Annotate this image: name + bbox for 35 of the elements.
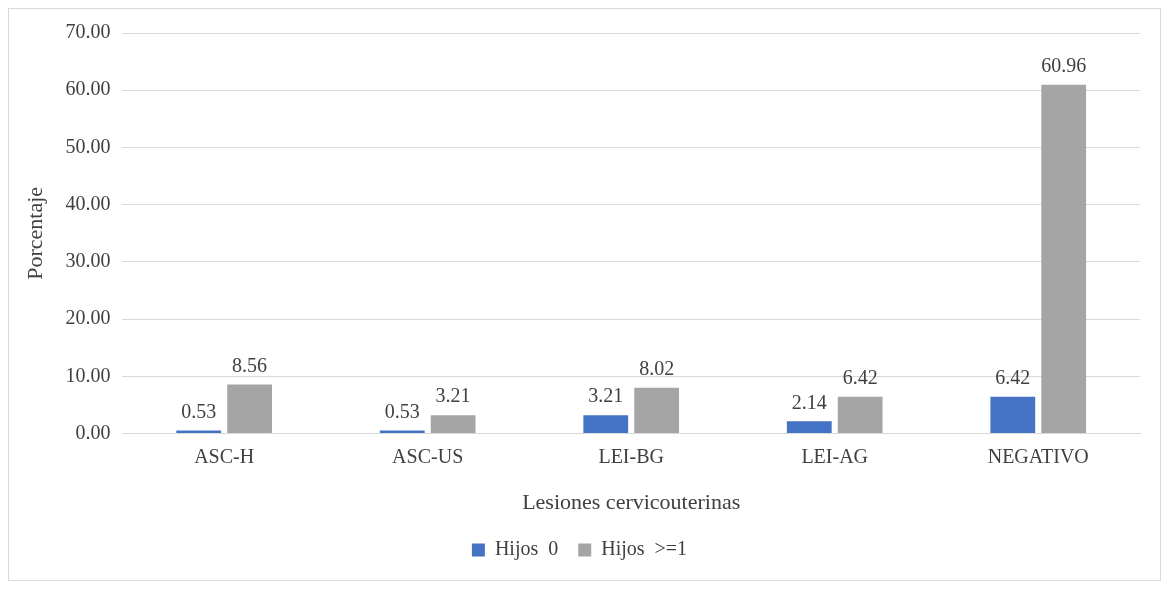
data-label: 3.21 <box>435 384 471 407</box>
data-label: 0.53 <box>384 399 420 422</box>
data-label: 2.14 <box>791 390 827 413</box>
legend-label: Hijos 0 <box>494 537 559 561</box>
bar <box>786 421 832 434</box>
bar <box>1041 84 1087 434</box>
y-tick-label: 60.00 <box>65 77 111 100</box>
y-tick-label: 10.00 <box>65 363 111 386</box>
data-label: 0.53 <box>181 399 217 422</box>
data-label: 60.96 <box>1041 53 1087 76</box>
data-label: 8.02 <box>639 356 675 379</box>
y-tick-label: 70.00 <box>65 20 111 43</box>
legend-label: Hijos >=1 <box>601 537 688 561</box>
bar <box>634 387 680 434</box>
bar <box>227 384 272 434</box>
y-tick-label: 50.00 <box>65 134 111 157</box>
y-tick-label: 20.00 <box>65 306 111 329</box>
x-tick-label: ASC-H <box>194 444 255 467</box>
x-tick-label: LEI-BG <box>598 444 664 467</box>
bar <box>583 415 629 434</box>
bar <box>837 396 883 434</box>
data-label: 8.56 <box>232 353 268 376</box>
y-tick-label: 40.00 <box>65 191 111 214</box>
y-tick-label: 30.00 <box>65 249 111 272</box>
y-axis-title: Porcentaje <box>21 186 47 280</box>
x-axis-title: Lesiones cervicouterinas <box>522 488 741 514</box>
data-label: 6.42 <box>842 366 878 389</box>
bar <box>990 396 1036 434</box>
x-tick-label: ASC-US <box>392 444 464 467</box>
bar <box>430 415 476 434</box>
data-label: 3.21 <box>588 384 624 407</box>
y-tick-label: 0.00 <box>75 420 111 443</box>
x-tick-label: NEGATIVO <box>987 444 1089 467</box>
x-tick-label: LEI-AG <box>801 444 869 467</box>
data-label: 6.42 <box>995 366 1031 389</box>
